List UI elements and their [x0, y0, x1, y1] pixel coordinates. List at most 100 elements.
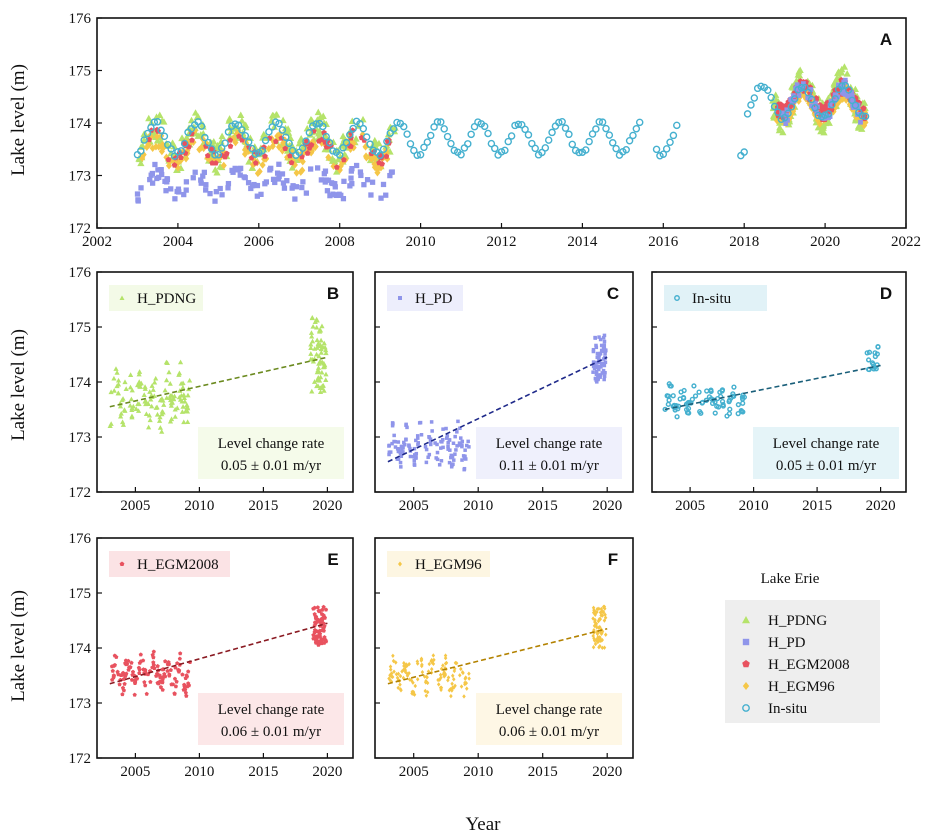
data-point — [149, 403, 155, 409]
data-point — [393, 439, 397, 444]
data-point — [595, 606, 600, 612]
trend-line — [664, 364, 881, 411]
data-point — [129, 414, 135, 420]
panel-legend-marker — [398, 561, 402, 567]
data-point — [407, 661, 411, 667]
data-point — [177, 388, 183, 393]
data-point — [597, 335, 601, 339]
data-point — [393, 445, 398, 449]
insitu-point — [561, 124, 570, 132]
data-point — [444, 436, 449, 440]
data-point — [151, 649, 156, 654]
data-point — [456, 419, 460, 424]
data-point — [452, 677, 456, 682]
data-point — [185, 392, 191, 398]
pd-point — [213, 189, 219, 195]
data-point — [601, 336, 606, 340]
insitu-point — [238, 126, 246, 134]
data-point — [163, 659, 168, 664]
data-point — [463, 448, 467, 452]
data-point — [150, 652, 155, 657]
insitu-point — [282, 133, 290, 141]
data-point — [412, 453, 417, 457]
egm2008-point — [224, 150, 230, 156]
data-point — [118, 413, 124, 419]
pd-point — [201, 169, 207, 175]
data-point — [603, 615, 608, 620]
data-point — [664, 393, 670, 399]
insitu-point — [174, 148, 182, 156]
insitu-point — [669, 131, 678, 140]
data-point — [704, 388, 710, 394]
rate-box — [476, 427, 622, 479]
insitu-point — [160, 132, 169, 141]
x-tick-label: 2005 — [120, 498, 150, 514]
insitu-point — [251, 150, 260, 158]
data-point — [454, 448, 458, 452]
panel-letter: D — [880, 284, 892, 303]
insitu-point — [258, 146, 266, 155]
egm96-point — [325, 153, 332, 162]
insitu-point — [325, 139, 334, 147]
data-point — [118, 410, 124, 416]
insitu-point — [541, 144, 550, 152]
data-point — [129, 660, 134, 665]
data-point — [449, 693, 453, 699]
data-point — [446, 678, 450, 683]
data-point — [459, 684, 464, 689]
data-point — [166, 369, 172, 375]
data-point — [145, 401, 151, 406]
data-point — [597, 360, 602, 364]
pd-point — [330, 180, 336, 187]
data-point — [598, 617, 602, 622]
data-point — [130, 669, 136, 674]
data-point — [387, 452, 391, 457]
data-point — [175, 661, 180, 665]
data-point — [449, 464, 454, 469]
egm96-point — [299, 166, 306, 175]
data-point — [112, 662, 117, 667]
egm96-point — [330, 162, 337, 171]
data-point — [712, 410, 718, 416]
insitu-point — [150, 118, 159, 126]
egm2008-point — [227, 137, 234, 143]
insitu-point — [339, 144, 347, 152]
data-point — [443, 671, 448, 677]
data-point — [419, 433, 424, 437]
insitu-point — [437, 118, 445, 126]
pdng-point — [242, 123, 250, 131]
legend-label-h-pdng: H_PDNG — [768, 613, 827, 629]
data-point — [674, 414, 680, 420]
x-tick-label: 2005 — [120, 764, 150, 780]
insitu-point — [167, 145, 175, 153]
data-point — [314, 317, 320, 323]
rate-box — [198, 427, 344, 479]
data-point — [310, 323, 316, 329]
insitu-point — [801, 83, 809, 92]
insitu-point — [278, 126, 287, 134]
data-point — [408, 677, 412, 682]
data-point — [115, 377, 122, 383]
data-point — [415, 677, 420, 682]
data-point — [675, 406, 681, 412]
data-point — [128, 372, 134, 377]
data-point — [437, 463, 442, 467]
data-point — [447, 438, 452, 442]
insitu-point — [207, 145, 216, 153]
y-axis-label-middle: Lake level (m) — [8, 329, 29, 441]
data-point — [168, 667, 173, 672]
panel-d: 2005 2010 2015 2020 D In-situ Level change rat… — [651, 271, 907, 514]
data-point — [417, 421, 422, 425]
data-point — [404, 437, 408, 442]
pdng-point — [371, 136, 379, 144]
pdng-point — [796, 66, 804, 74]
data-point — [425, 689, 430, 695]
data-point — [123, 661, 128, 666]
legend-label-h-egm96: H_EGM96 — [768, 679, 835, 695]
data-point — [316, 642, 321, 647]
pdng-point — [821, 119, 830, 127]
data-point — [169, 682, 174, 687]
x-tick-label: 2010 — [406, 234, 436, 250]
data-point — [592, 636, 596, 641]
insitu-point — [416, 151, 425, 159]
